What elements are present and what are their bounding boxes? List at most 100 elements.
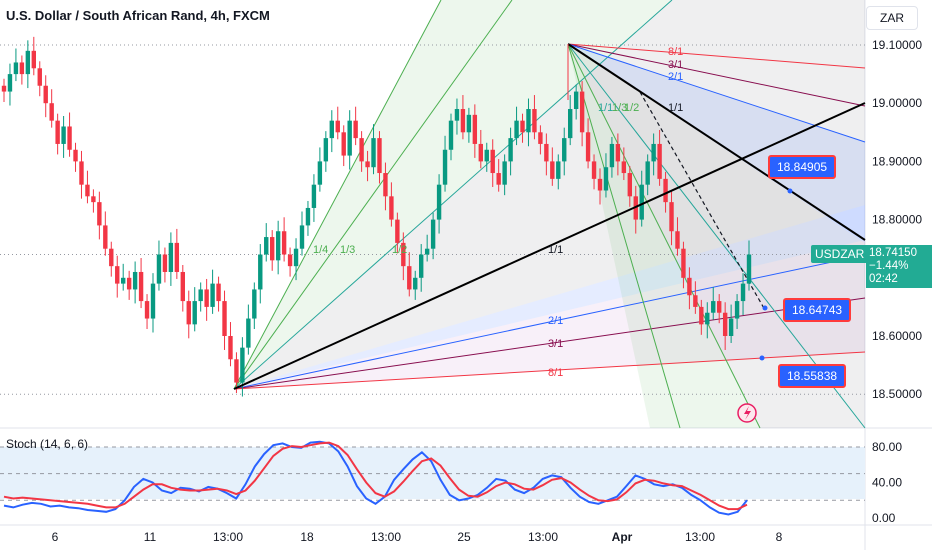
candle-body	[210, 283, 215, 307]
candle-body	[401, 242, 406, 267]
fan-fill-blue	[234, 205, 865, 389]
currency-button[interactable]: ZAR	[866, 6, 918, 30]
price-marker-2[interactable]: 18.64743	[783, 298, 852, 322]
gann-fan-level-label: 1/4	[313, 244, 328, 256]
candle-body	[621, 161, 627, 174]
stoch-lines	[3, 440, 748, 516]
candle-body	[156, 254, 162, 284]
candle-body	[448, 120, 454, 150]
candle-body	[722, 312, 728, 336]
gann-fan-labels: 1/12/13/18/11/4 1/3 1/28/13/12/11/11/11/31…	[313, 46, 683, 379]
stoch-line-d	[3, 441, 748, 511]
fan-line	[233, 0, 442, 390]
candle-body	[472, 114, 478, 144]
fan-line	[233, 0, 513, 390]
stoch-indicator-label[interactable]: Stoch (14, 6, 6)	[6, 437, 89, 451]
time-tick-label: 13:00	[528, 530, 558, 544]
candle-body	[383, 173, 388, 197]
lightning-icon[interactable]	[737, 403, 757, 423]
candle-body	[663, 178, 668, 203]
candle-body	[13, 62, 19, 75]
candle-body	[466, 114, 472, 133]
candle-body	[341, 132, 346, 156]
price-axis-ticks: 19.1000019.0000018.9000018.8000018.70000…	[872, 38, 922, 401]
gann-fan-level-label: 1/2	[392, 244, 407, 256]
candle-body	[508, 138, 513, 162]
price-tick-label: 18.90000	[872, 154, 922, 168]
fan-line	[567, 43, 866, 107]
candle-body	[693, 295, 698, 307]
candle-body	[67, 126, 72, 150]
candle-body	[442, 149, 448, 185]
fan-line	[233, 297, 866, 390]
candle-body	[55, 120, 60, 144]
fan-line	[567, 43, 681, 429]
symbol-tag: USDZAR	[811, 245, 869, 263]
candle-body	[138, 271, 144, 302]
candle-body	[240, 347, 245, 383]
price-tick-label: 18.50000	[872, 387, 922, 401]
gann-fan-level-label: 2/1	[548, 315, 563, 327]
candle-body	[347, 120, 352, 156]
candle-body	[711, 301, 716, 313]
fan-line	[567, 43, 866, 69]
candle-body	[275, 231, 281, 261]
candle-body	[317, 161, 323, 185]
candle-body	[198, 289, 203, 302]
candle-body	[311, 184, 317, 208]
candle-body	[25, 50, 31, 75]
last-price-change: −1.44%	[869, 260, 909, 272]
candle-body	[168, 242, 174, 272]
candle-body	[258, 254, 263, 290]
candle-body	[657, 143, 662, 179]
candle-body	[430, 219, 436, 249]
gann-fan-level-label: 1/2	[624, 102, 639, 114]
candle-body	[740, 283, 746, 302]
candle-body	[43, 85, 48, 104]
price-marker-dot	[762, 305, 768, 311]
candle-body	[359, 138, 364, 162]
candle-body	[109, 248, 114, 267]
candle-body	[407, 266, 412, 290]
chart-title: U.S. Dollar / South African Rand, 4h, FX…	[6, 8, 270, 23]
time-tick-label: 13:00	[371, 530, 401, 544]
candle-body	[544, 143, 549, 162]
trend-line-rising	[233, 102, 866, 390]
fan-fill-grey	[234, 0, 865, 389]
candle-body	[579, 91, 585, 133]
gann-fan-level-label: 8/1	[548, 367, 563, 379]
candle-body	[454, 109, 460, 121]
time-tick-label: 13:00	[685, 530, 715, 544]
candle-body	[520, 120, 525, 133]
fan-fill-purple	[234, 240, 865, 389]
candle-body	[645, 161, 650, 185]
time-tick-label: 11	[144, 530, 157, 544]
candle-body	[126, 277, 132, 290]
candle-body	[496, 173, 501, 185]
candle-body	[281, 231, 287, 255]
candle-body	[502, 161, 507, 185]
time-tick-label: Apr	[612, 530, 633, 544]
candle-body	[61, 126, 66, 144]
price-marker-dot	[787, 188, 793, 194]
candle-body	[413, 277, 418, 290]
candle-body	[132, 271, 138, 290]
last-price-tag: 18.74150 −1.44% 02:42	[866, 245, 932, 288]
candle-body	[97, 202, 102, 226]
gann-fan-fills	[234, 0, 865, 428]
price-marker-3[interactable]: 18.55838	[778, 364, 847, 388]
candle-body	[91, 196, 96, 203]
time-tick-label: 18	[300, 530, 314, 544]
price-marker-1[interactable]: 18.84905	[768, 155, 837, 179]
candle-body	[532, 109, 537, 133]
candle-body	[550, 161, 555, 179]
candle-body	[264, 237, 269, 255]
candle-body	[389, 196, 394, 220]
price-tick-label: 19.10000	[872, 38, 922, 52]
candle-body	[717, 301, 722, 313]
gann-fan-level-label: 1/1	[668, 102, 683, 114]
time-tick-label: 13:00	[213, 530, 243, 544]
candle-body	[293, 248, 299, 267]
candle-body	[115, 266, 120, 284]
